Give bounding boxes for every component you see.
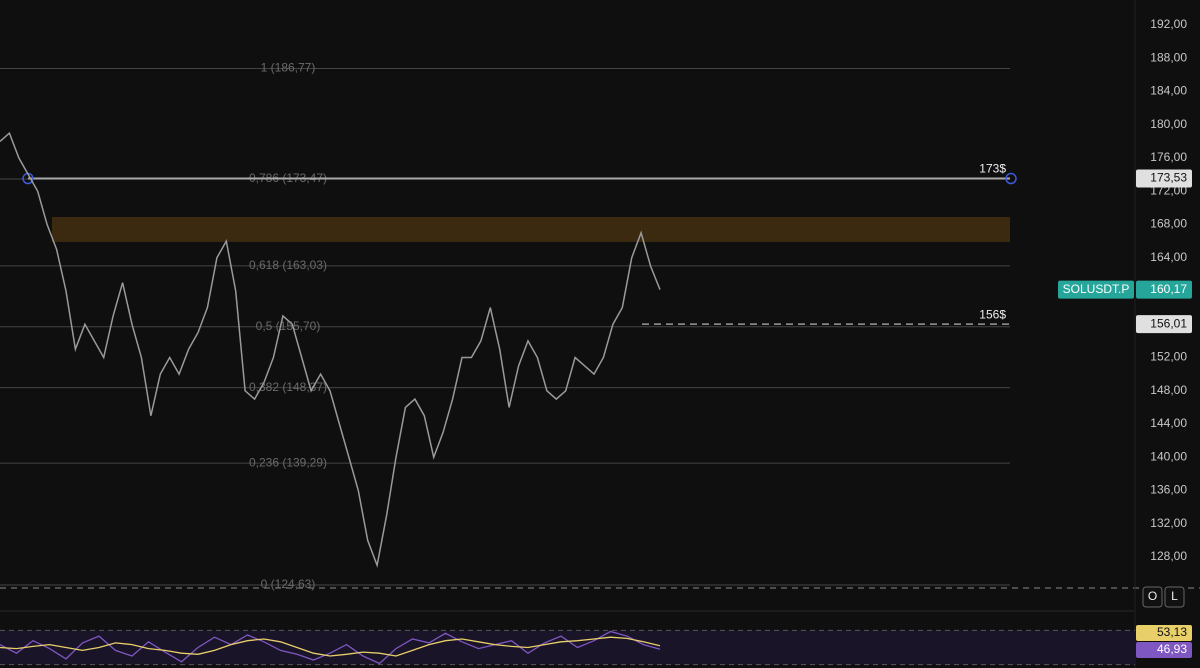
price-line [0, 131, 661, 569]
scale-button[interactable] [1164, 586, 1185, 608]
price-tag-label: 160,17 [1150, 282, 1187, 296]
y-tick-label: 192,00 [1150, 17, 1187, 31]
rsi-tag [1136, 642, 1192, 658]
fib-label: 0,382 (148,37) [249, 380, 327, 394]
scale-button-label[interactable]: L [1171, 589, 1178, 603]
y-tick-label: 176,00 [1150, 150, 1187, 164]
price-tag [1136, 280, 1192, 299]
y-tick-label: 168,00 [1150, 217, 1187, 231]
price-tag [1136, 169, 1192, 188]
symbol-tag [1058, 280, 1134, 299]
fib-label: 0,5 (155,70) [256, 319, 321, 333]
rsi-tag [1136, 625, 1192, 641]
y-tick-label: 140,00 [1150, 449, 1187, 463]
rsi-line [0, 630, 661, 665]
price-tag [1136, 315, 1192, 334]
price-tag-label: 156,01 [1150, 316, 1187, 330]
y-tick-label: 152,00 [1150, 350, 1187, 364]
fib-label: 1 (186,77) [261, 61, 316, 75]
y-tick-label: 188,00 [1150, 50, 1187, 64]
fib-label: 0,618 (163,03) [249, 258, 327, 272]
y-tick-label: 164,00 [1150, 250, 1187, 264]
rsi-tag-label: 53,13 [1157, 625, 1187, 639]
rsi-line [0, 636, 661, 657]
y-tick-label: 180,00 [1150, 117, 1187, 131]
price-tag-label: 173,53 [1150, 171, 1187, 185]
y-tick-label: 144,00 [1150, 416, 1187, 430]
y-tick-label: 184,00 [1150, 84, 1187, 98]
fib-label: 0 (124,63) [261, 577, 316, 591]
scale-button-label[interactable]: O [1148, 589, 1157, 603]
y-tick-label: 132,00 [1150, 516, 1187, 530]
symbol-label: SOLUSDT.P [1063, 282, 1130, 296]
y-tick-label: 148,00 [1150, 383, 1187, 397]
y-tick-label: 136,00 [1150, 483, 1187, 497]
level-label: 156$ [979, 307, 1006, 321]
scale-button[interactable] [1142, 586, 1163, 608]
y-tick-label: 128,00 [1150, 549, 1187, 563]
fib-label: 0,236 (139,29) [249, 455, 327, 469]
supply-zone [52, 217, 1010, 242]
anchor-point [1005, 172, 1017, 185]
rsi-tag-label: 46,93 [1157, 642, 1187, 656]
rsi-band [0, 630, 1135, 665]
level-label: 173$ [979, 162, 1006, 176]
